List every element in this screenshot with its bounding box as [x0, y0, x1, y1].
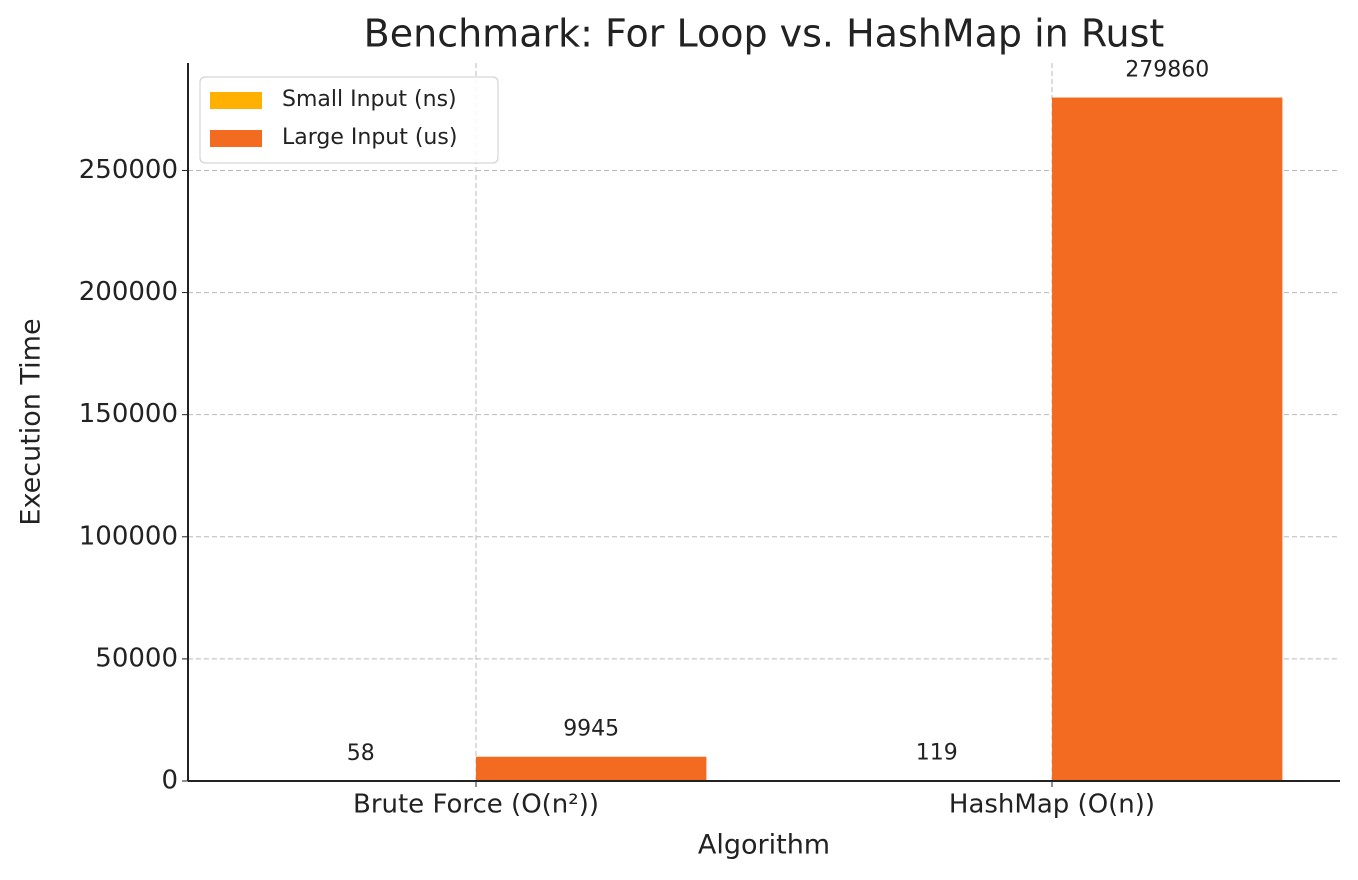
- x-axis-label: Algorithm: [698, 830, 830, 861]
- legend-swatch: [210, 92, 262, 109]
- y-tick-label: 150000: [79, 399, 178, 429]
- data-label: 119: [916, 741, 958, 766]
- legend-frame: [199, 76, 499, 164]
- bar: [1052, 97, 1283, 782]
- bar: [476, 756, 707, 781]
- data-label: 279860: [1125, 58, 1209, 83]
- y-tick-label: 100000: [79, 521, 178, 551]
- chart-title: Benchmark: For Loop vs. HashMap in Rust: [364, 12, 1165, 56]
- y-tick-label: 200000: [79, 277, 178, 307]
- y-tick-label: 50000: [95, 643, 178, 673]
- x-tick-label: HashMap (O(n)): [949, 790, 1155, 820]
- y-axis-label: Execution Time: [16, 318, 47, 525]
- x-tick-label: Brute Force (O(n²)): [353, 790, 599, 820]
- y-tick-label: 0: [161, 766, 178, 796]
- data-label: 9945: [563, 717, 619, 742]
- legend-label: Small Input (ns): [282, 87, 457, 112]
- legend: Small Input (ns) Large Input (us): [199, 76, 499, 164]
- data-label: 58: [347, 741, 375, 766]
- y-tick-label: 250000: [79, 155, 178, 185]
- legend-swatch: [210, 130, 262, 147]
- legend-label: Large Input (us): [282, 125, 457, 150]
